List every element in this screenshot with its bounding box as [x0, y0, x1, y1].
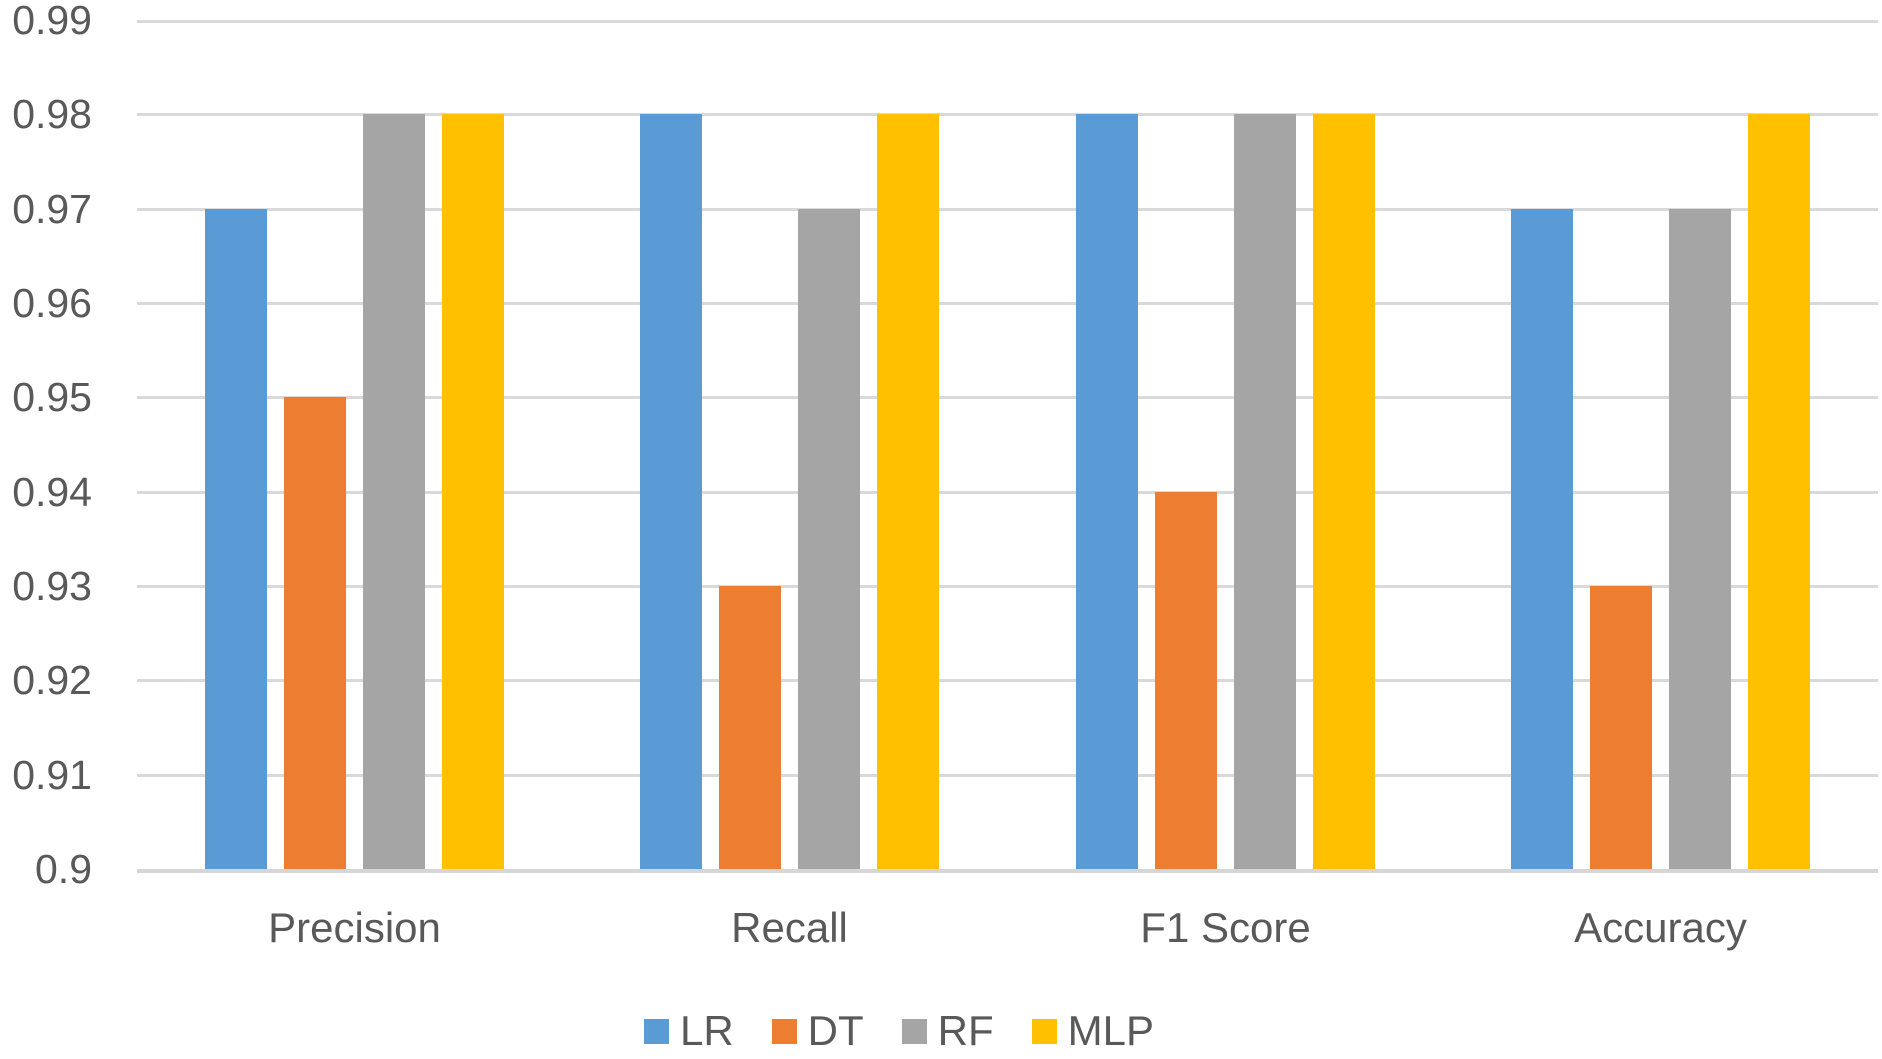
gridline	[137, 113, 1878, 116]
y-axis-tick-label: 0.99	[12, 0, 92, 43]
y-axis-tick-label: 0.98	[12, 91, 92, 137]
legend-label-rf: RF	[937, 1007, 994, 1054]
bar-mlp-accuracy	[1748, 114, 1810, 869]
legend-item-lr: LR	[643, 1007, 734, 1055]
bar-dt-accuracy	[1590, 586, 1652, 869]
x-axis-category-label: Accuracy	[1574, 904, 1747, 951]
bar-lr-f1-score	[1076, 114, 1138, 869]
legend-swatch-icon-mlp	[1031, 1018, 1057, 1044]
y-axis-tick-label: 0.95	[12, 374, 92, 420]
y-axis-tick-label: 0.9	[35, 846, 92, 892]
gridline	[137, 208, 1878, 211]
bar-mlp-precision	[442, 114, 504, 869]
legend-label-lr: LR	[679, 1007, 734, 1054]
y-axis-tick-label: 0.93	[12, 563, 92, 609]
plot-area	[137, 20, 1878, 873]
x-axis-baseline	[137, 869, 1878, 873]
bar-mlp-f1-score	[1313, 114, 1375, 869]
gridline	[137, 20, 1878, 23]
bar-lr-accuracy	[1511, 209, 1573, 869]
legend-item-mlp: MLP	[1031, 1007, 1155, 1055]
bar-dt-f1-score	[1155, 492, 1217, 869]
bar-rf-accuracy	[1669, 209, 1731, 869]
y-axis-tick-label: 0.94	[12, 469, 92, 515]
legend-swatch-icon-rf	[901, 1018, 927, 1044]
bar-rf-recall	[798, 209, 860, 869]
gridline	[137, 491, 1878, 494]
gridline	[137, 396, 1878, 399]
y-axis-tick-label: 0.97	[12, 186, 92, 232]
legend-swatch-icon-lr	[643, 1018, 669, 1044]
bar-dt-precision	[284, 397, 346, 869]
bar-lr-precision	[205, 209, 267, 869]
bar-mlp-recall	[877, 114, 939, 869]
gridline	[137, 585, 1878, 588]
bar-dt-recall	[719, 586, 781, 869]
legend-label-dt: DT	[807, 1007, 864, 1054]
bar-rf-precision	[363, 114, 425, 869]
bar-rf-f1-score	[1234, 114, 1296, 869]
y-axis-tick-label: 0.91	[12, 752, 92, 798]
legend: LR DT RF MLP	[0, 1006, 1840, 1056]
bar-lr-recall	[640, 114, 702, 869]
legend-item-rf: RF	[901, 1007, 994, 1055]
x-axis-category-label: F1 Score	[1140, 904, 1311, 951]
y-axis-tick-label: 0.92	[12, 657, 92, 703]
y-axis-tick-label: 0.96	[12, 280, 92, 326]
legend-swatch-icon-dt	[771, 1018, 797, 1044]
gridline	[137, 302, 1878, 305]
legend-label-mlp: MLP	[1067, 1007, 1155, 1054]
gridline	[137, 679, 1878, 682]
x-axis-category-label: Recall	[731, 904, 848, 951]
x-axis-category-label: Precision	[268, 904, 441, 951]
gridline	[137, 774, 1878, 777]
legend-item-dt: DT	[771, 1007, 864, 1055]
